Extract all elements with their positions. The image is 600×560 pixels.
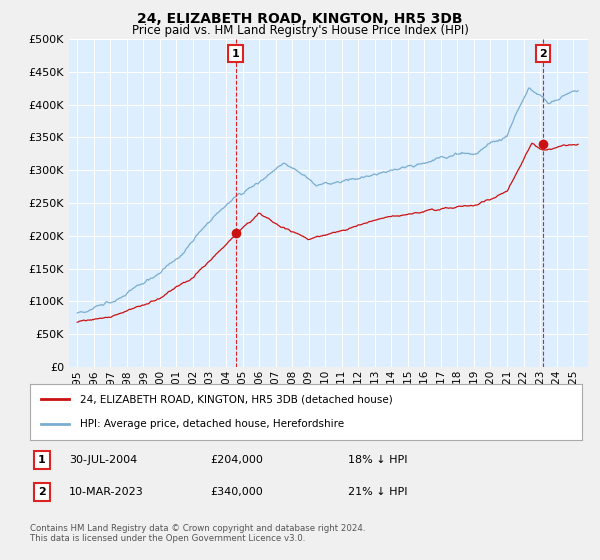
Text: £340,000: £340,000 [210,487,263,497]
Text: 30-JUL-2004: 30-JUL-2004 [69,455,137,465]
Text: 2: 2 [539,49,547,59]
Text: 1: 1 [232,49,239,59]
Text: Price paid vs. HM Land Registry's House Price Index (HPI): Price paid vs. HM Land Registry's House … [131,24,469,36]
Text: 18% ↓ HPI: 18% ↓ HPI [348,455,407,465]
Text: 24, ELIZABETH ROAD, KINGTON, HR5 3DB: 24, ELIZABETH ROAD, KINGTON, HR5 3DB [137,12,463,26]
Text: 10-MAR-2023: 10-MAR-2023 [69,487,144,497]
Text: £204,000: £204,000 [210,455,263,465]
Text: Contains HM Land Registry data © Crown copyright and database right 2024.
This d: Contains HM Land Registry data © Crown c… [30,524,365,543]
Text: 2: 2 [38,487,46,497]
Text: HPI: Average price, detached house, Herefordshire: HPI: Average price, detached house, Here… [80,419,344,429]
Text: 21% ↓ HPI: 21% ↓ HPI [348,487,407,497]
Text: 1: 1 [38,455,46,465]
Text: 24, ELIZABETH ROAD, KINGTON, HR5 3DB (detached house): 24, ELIZABETH ROAD, KINGTON, HR5 3DB (de… [80,394,392,404]
